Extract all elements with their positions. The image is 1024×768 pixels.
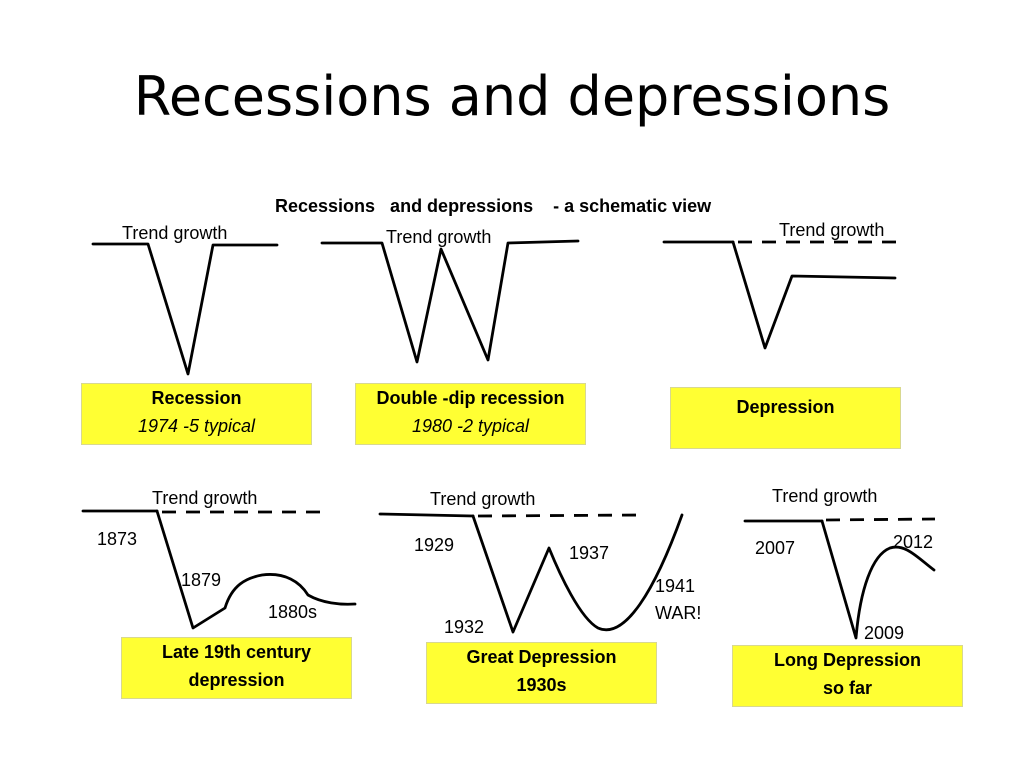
year-label-1941: 1941 <box>655 576 696 596</box>
year-label-1880s: 1880s <box>268 602 318 622</box>
long-dep-box-title: Long Depression <box>773 650 921 670</box>
great-dep-curve <box>471 513 684 634</box>
year-label-1879: 1879 <box>181 570 222 590</box>
late19th-trend-label: Trend growth <box>152 488 258 508</box>
long-dep-trend-dashed <box>825 517 936 522</box>
year-label-2009: 2009 <box>864 623 905 643</box>
long-dep-box-note: so far <box>822 678 873 698</box>
diagram-subtitle: Recessions and depressions - a schematic… <box>275 196 712 216</box>
double-dip-trend-label: Trend growth <box>386 227 492 247</box>
war-label: WAR! <box>655 603 702 623</box>
depression-box-title: Depression <box>736 397 835 417</box>
great-dep-box-note: 1930s <box>516 675 567 695</box>
late19th-box: Late 19th century depression <box>121 637 352 699</box>
late19th-box-note: depression <box>188 670 285 690</box>
great-dep-trend-dashed <box>477 513 646 518</box>
year-label-1929: 1929 <box>414 535 455 555</box>
great-dep-box-title: Great Depression <box>466 647 617 667</box>
recession-curve <box>91 242 279 376</box>
year-label-1932: 1932 <box>444 617 485 637</box>
long-dep-box: Long Depression so far <box>732 645 963 707</box>
recession-box: Recession 1974 -5 typical <box>81 383 312 445</box>
recession-box-title: Recession <box>151 388 242 408</box>
year-label-1873: 1873 <box>97 529 138 549</box>
late19th-curve <box>155 509 357 630</box>
double-dip-box: Double -dip recession 1980 -2 typical <box>355 383 586 445</box>
recession-box-note: 1974 -5 typical <box>137 416 256 436</box>
great-dep-pre-trend <box>378 512 475 518</box>
year-label-2007: 2007 <box>755 538 796 558</box>
great-dep-trend-label: Trend growth <box>430 489 536 509</box>
late19th-box-title: Late 19th century <box>161 642 312 662</box>
double-dip-curve <box>320 239 580 364</box>
slide-title: Recessions and depressions <box>133 65 891 128</box>
depression-curve <box>731 240 897 350</box>
year-label-2012: 2012 <box>893 532 934 552</box>
long-dep-trend-label: Trend growth <box>772 486 878 506</box>
depression-trend-label: Trend growth <box>779 220 885 240</box>
year-label-1937: 1937 <box>569 543 610 563</box>
great-dep-box: Great Depression 1930s <box>426 642 657 704</box>
double-dip-box-title: Double -dip recession <box>376 388 565 408</box>
recession-trend-label: Trend growth <box>122 223 228 243</box>
double-dip-box-note: 1980 -2 typical <box>411 416 530 436</box>
long-dep-curve <box>820 519 936 640</box>
depression-box: Depression <box>670 387 901 449</box>
